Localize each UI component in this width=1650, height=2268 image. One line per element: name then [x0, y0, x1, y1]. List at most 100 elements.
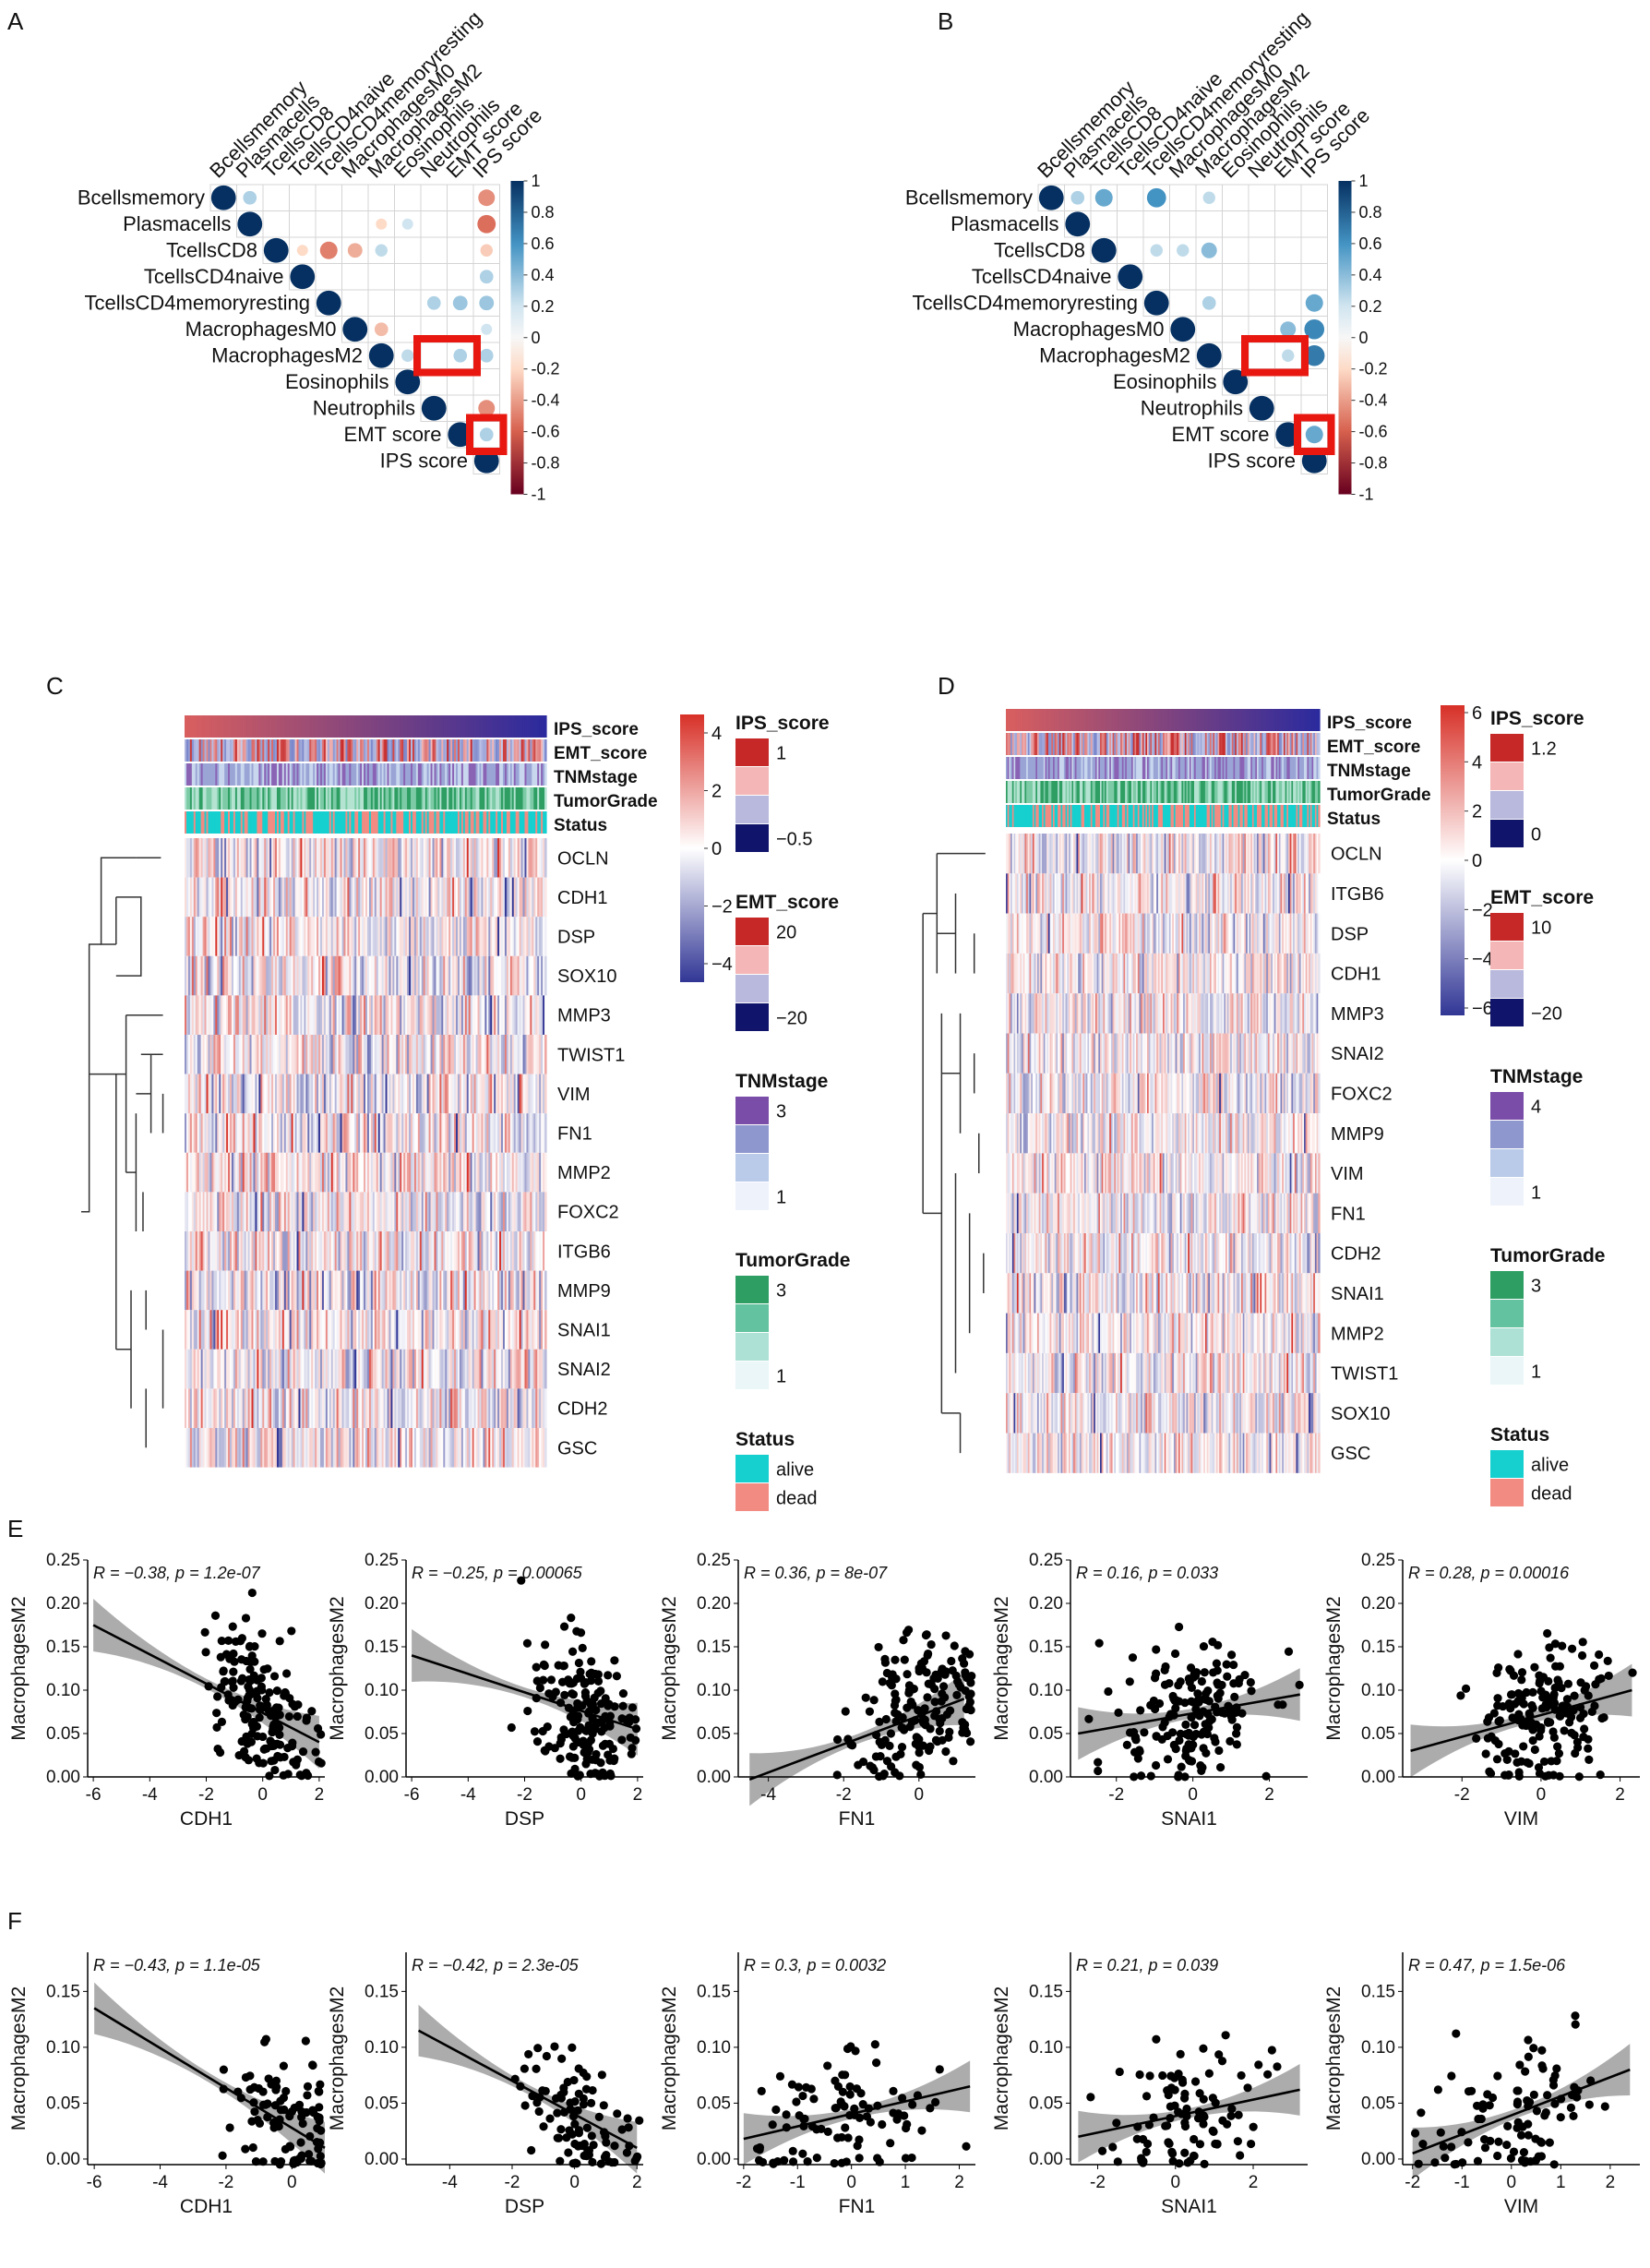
annotation-cell [330, 811, 334, 834]
annotation-cell [1136, 709, 1139, 731]
heatmap-cell [327, 838, 330, 878]
heatmap-cell [345, 1074, 348, 1114]
annotation-cell [1073, 709, 1076, 731]
annotation-cell [198, 763, 202, 786]
heatmap-cell [377, 1388, 381, 1428]
gene-label: MMP9 [557, 1281, 611, 1302]
heatmap-cell [434, 1428, 437, 1468]
heatmap-cell [477, 955, 481, 996]
heatmap-cell [211, 1152, 214, 1193]
heatmap-cell [450, 1388, 453, 1428]
heatmap-cell [334, 1388, 338, 1428]
heatmap-cell [526, 1192, 529, 1231]
heatmap-cell [266, 1270, 269, 1311]
annotation-cell [309, 763, 312, 786]
annotation-cell [528, 715, 531, 738]
annotation-cell [1238, 709, 1240, 731]
heatmap-cell [219, 955, 221, 996]
heatmap-cell [222, 1231, 225, 1271]
heatmap-cell [520, 955, 524, 996]
heatmap-cell [379, 917, 383, 956]
heatmap-cell [275, 1152, 278, 1193]
annotation-cell [200, 739, 204, 762]
annotation-cell [1211, 709, 1214, 731]
heatmap-cell [400, 1113, 402, 1153]
annotation-cell [291, 811, 294, 834]
heatmap-cell [428, 995, 432, 1035]
heatmap-cell [255, 1349, 257, 1389]
heatmap-cell [428, 1310, 432, 1350]
heatmap-cell [204, 1388, 208, 1428]
heatmap-cell [417, 838, 421, 878]
annotation-cell [233, 787, 236, 810]
annotation-cell [315, 763, 317, 786]
heatmap-cell [247, 1428, 251, 1468]
heatmap-cell [415, 1113, 419, 1153]
heatmap-cell [304, 877, 306, 918]
heatmap-cell [419, 995, 423, 1035]
heatmap-cell [271, 1152, 274, 1193]
annotation-cell [513, 811, 517, 834]
annotation-cell [1186, 733, 1189, 755]
heatmap-cell [258, 838, 261, 878]
annotation-cell [1258, 709, 1261, 731]
heatmap-cell [317, 1270, 319, 1311]
panel-d-heatmap: IPS_scoreEMT_scoreTNMstageTumorGradeStat… [922, 703, 1605, 1506]
heatmap-cell [247, 1270, 251, 1311]
annotation-cell [193, 763, 197, 786]
heatmap-cell [499, 1113, 502, 1153]
heatmap-cell [189, 917, 193, 956]
heatmap-cell [191, 1035, 195, 1074]
heatmap-cell [285, 995, 289, 1035]
heatmap-cell [349, 1035, 352, 1074]
annotation-cell [459, 763, 462, 786]
heatmap-cell [269, 1270, 272, 1311]
heatmap-cell [544, 1231, 547, 1271]
annotation-cell [208, 811, 211, 834]
heatmap-cell [343, 1349, 347, 1389]
heatmap-cell [464, 1349, 468, 1389]
heatmap-cell [428, 1388, 432, 1428]
annotation-cell [198, 811, 202, 834]
annotation-cell [389, 811, 392, 834]
heatmap-cell [541, 877, 544, 918]
gene-label: CDH1 [557, 888, 607, 908]
heatmap-cell [343, 1152, 347, 1193]
heatmap-cell [287, 1152, 291, 1193]
heatmap-cell [535, 1428, 538, 1468]
heatmap-cell [419, 1270, 423, 1311]
annotation-cell [430, 763, 434, 786]
heatmap-cell [459, 877, 462, 918]
heatmap-cell [356, 1388, 359, 1428]
heatmap-cell [424, 1310, 428, 1350]
heatmap-cell [338, 877, 341, 918]
annotation-cell [424, 763, 428, 786]
annotation-cell [226, 763, 229, 786]
heatmap-cell [385, 1231, 389, 1271]
annotation-cell [309, 787, 312, 810]
heatmap-cell [448, 1113, 451, 1153]
heatmap-cell [323, 1035, 327, 1074]
heatmap-cell [304, 1113, 306, 1153]
annotation-cell [257, 739, 259, 762]
heatmap-cell [251, 877, 255, 918]
annotation-cell [443, 763, 446, 786]
heatmap-cell [448, 1310, 451, 1350]
heatmap-cell [238, 838, 242, 878]
heatmap-cell [377, 917, 381, 956]
annotation-cell [504, 811, 508, 834]
heatmap-cell [200, 1192, 204, 1231]
grid-cell [1300, 236, 1328, 264]
heatmap-cell [255, 1152, 257, 1193]
heatmap-cell [354, 1310, 357, 1350]
heatmap-cell [483, 1035, 485, 1074]
heatmap-cell [191, 995, 195, 1035]
heatmap-cell [475, 1074, 479, 1114]
colorbar-tick-label: −4 [711, 954, 733, 975]
annotation-cell [294, 715, 298, 738]
heatmap-cell [343, 1035, 347, 1074]
annotation-cell [330, 787, 334, 810]
heatmap-cell [477, 1113, 481, 1153]
heatmap-cell [366, 1152, 370, 1193]
heatmap-row-SNAI2 [185, 1349, 547, 1389]
